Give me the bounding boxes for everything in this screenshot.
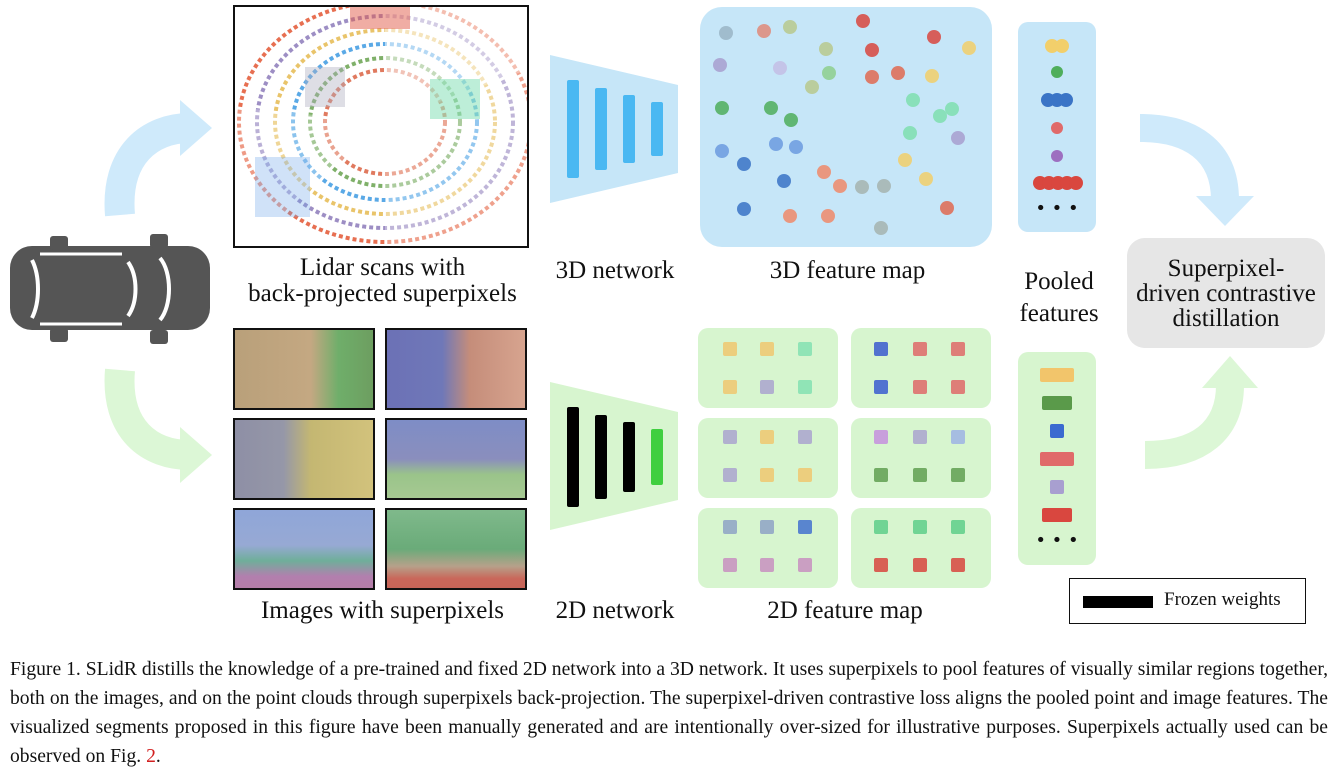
camera-image-4 (385, 418, 527, 500)
network-3d-label: 3D network (555, 257, 675, 284)
contrastive-distillation-label: Superpixel-driven contrastive distillati… (1136, 254, 1316, 332)
camera-image-5 (233, 508, 375, 590)
caption-text: Figure 1. SLidR distills the knowledge o… (10, 659, 1328, 767)
arrow-3d-to-distill (1139, 114, 1239, 201)
camera-image-3 (233, 418, 375, 500)
feature-map-2d-tile-6 (851, 508, 991, 588)
arrow-to-lidar (104, 113, 191, 217)
legend-label: Frozen weights (1164, 589, 1281, 610)
arrow-2d-to-distill-head (1202, 356, 1258, 388)
camera-image-1 (233, 328, 375, 410)
lidar-segments (255, 7, 480, 217)
figure-reference-link[interactable]: 2 (146, 746, 156, 767)
pooled-features-label: Pooled features (1019, 268, 1099, 327)
arrow-3d-to-distill-head (1196, 196, 1254, 226)
camera-image-6 (385, 508, 527, 590)
legend: Frozen weights (1069, 578, 1306, 624)
lidar-scan-image (235, 7, 527, 246)
network-2d (550, 382, 678, 530)
lidar-scan-panel (233, 5, 529, 248)
legend-swatch-frozen (1083, 596, 1153, 608)
arrow-to-images-head (180, 427, 212, 483)
feature-map-2d-tile-2 (851, 328, 991, 408)
arrow-to-images (104, 368, 191, 470)
figure-caption: Figure 1. SLidR distills the knowledge o… (10, 655, 1328, 771)
feature-map-2d-tile-4 (851, 418, 991, 498)
contrastive-distillation-box: Superpixel-driven contrastive distillati… (1127, 238, 1325, 348)
images-label: Images with superpixels (260, 597, 504, 624)
network-2d-label: 2D network (555, 597, 675, 624)
pooled-2d-ellipsis: • • • (1035, 530, 1079, 551)
car-icon (10, 234, 210, 344)
pooled-features-3d: • • • (1018, 22, 1096, 232)
pooled-features-2d: • • • (1018, 352, 1096, 565)
feature-map-3d-label: 3D feature map (769, 257, 926, 284)
lidar-label: Lidar scans with back-projected superpix… (248, 254, 517, 307)
arrows-svg (104, 100, 1258, 483)
caption-end: . (155, 746, 161, 767)
feature-map-2d-tile-1 (698, 328, 838, 408)
feature-map-3d-dots (713, 14, 976, 235)
feature-map-2d-tile-3 (698, 418, 838, 498)
arrow-to-lidar-head (180, 100, 212, 156)
camera-image-2 (385, 328, 527, 410)
arrow-2d-to-distill (1144, 384, 1244, 469)
feature-map-2d-tile-5 (698, 508, 838, 588)
feature-map-3d (700, 7, 992, 247)
feature-map-2d-label: 2D feature map (767, 597, 923, 624)
pooled-3d-ellipsis: • • • (1035, 198, 1079, 219)
network-3d (550, 55, 678, 203)
